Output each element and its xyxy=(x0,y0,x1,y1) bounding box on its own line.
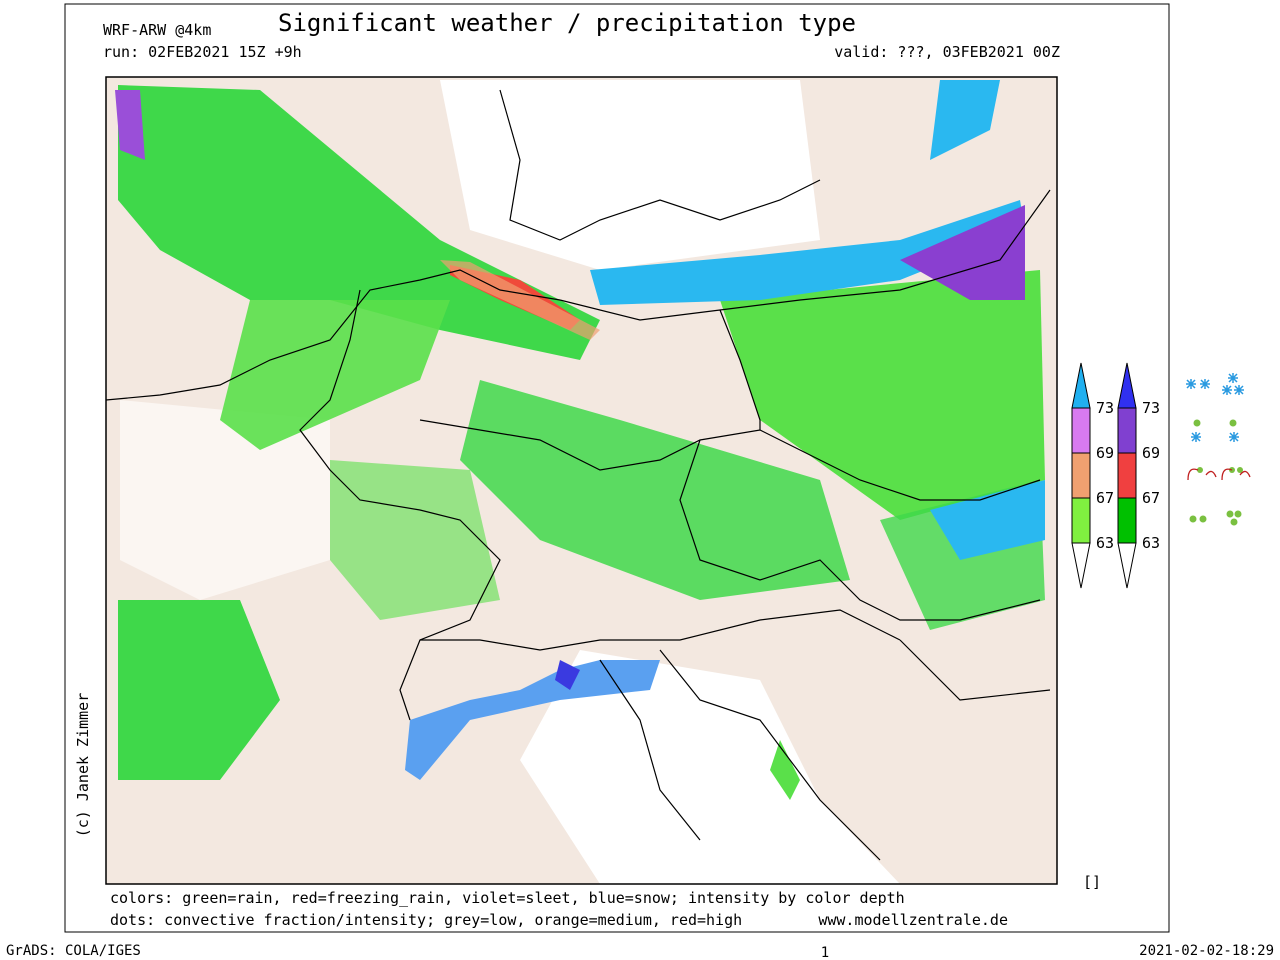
footer-colors: colors: green=rain, red=freezing_rain, v… xyxy=(110,889,905,907)
page-number: 1 xyxy=(821,945,829,960)
rain-symbols xyxy=(1187,419,1251,526)
valid-label: valid: ???, 03FEB2021 00Z xyxy=(834,43,1060,61)
footer-url: www.modellzentrale.de xyxy=(818,911,1008,929)
legend-label: 69 xyxy=(1096,444,1114,462)
weather-symbols xyxy=(1186,373,1244,442)
legend-label: 63 xyxy=(1142,534,1160,552)
software-label: GrADS: COLA/IGES xyxy=(6,943,141,959)
legend-label: 67 xyxy=(1096,489,1114,507)
model-label: WRF-ARW @4km xyxy=(103,21,211,39)
box-label: [] xyxy=(1083,873,1101,891)
legend-label: 73 xyxy=(1142,399,1160,417)
legend: 73 69 67 63 73 69 67 63 xyxy=(1071,362,1160,589)
outer-frame xyxy=(64,3,1170,933)
legend-label: 63 xyxy=(1096,534,1114,552)
legend-label: 67 xyxy=(1142,489,1160,507)
timestamp: 2021-02-02-18:29 xyxy=(1139,943,1274,959)
run-label: run: 02FEB2021 15Z +9h xyxy=(103,43,302,61)
map xyxy=(105,76,1058,885)
footer-dots: dots: convective fraction/intensity; gre… xyxy=(110,911,742,929)
title: Significant weather / precipitation type xyxy=(278,9,856,37)
credit: (c) Janek Zimmer xyxy=(74,693,92,838)
legend-label: 69 xyxy=(1142,444,1160,462)
legend-label: 73 xyxy=(1096,399,1114,417)
